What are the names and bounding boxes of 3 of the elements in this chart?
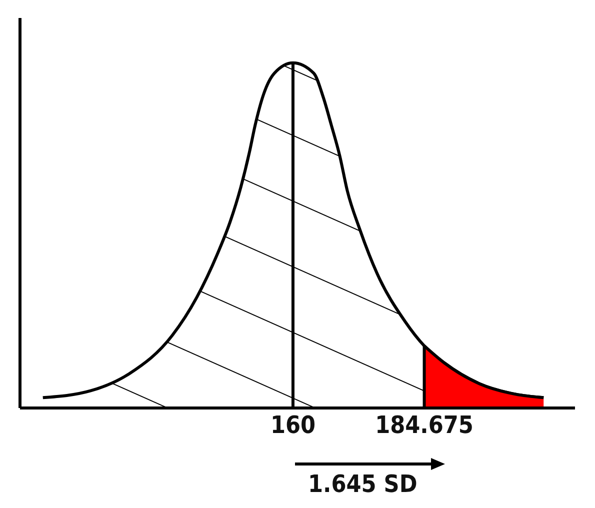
x-tick-label: 160	[270, 411, 316, 440]
x-tick-label: 184.675	[375, 411, 474, 440]
text: 1.645 SD	[308, 470, 418, 498]
